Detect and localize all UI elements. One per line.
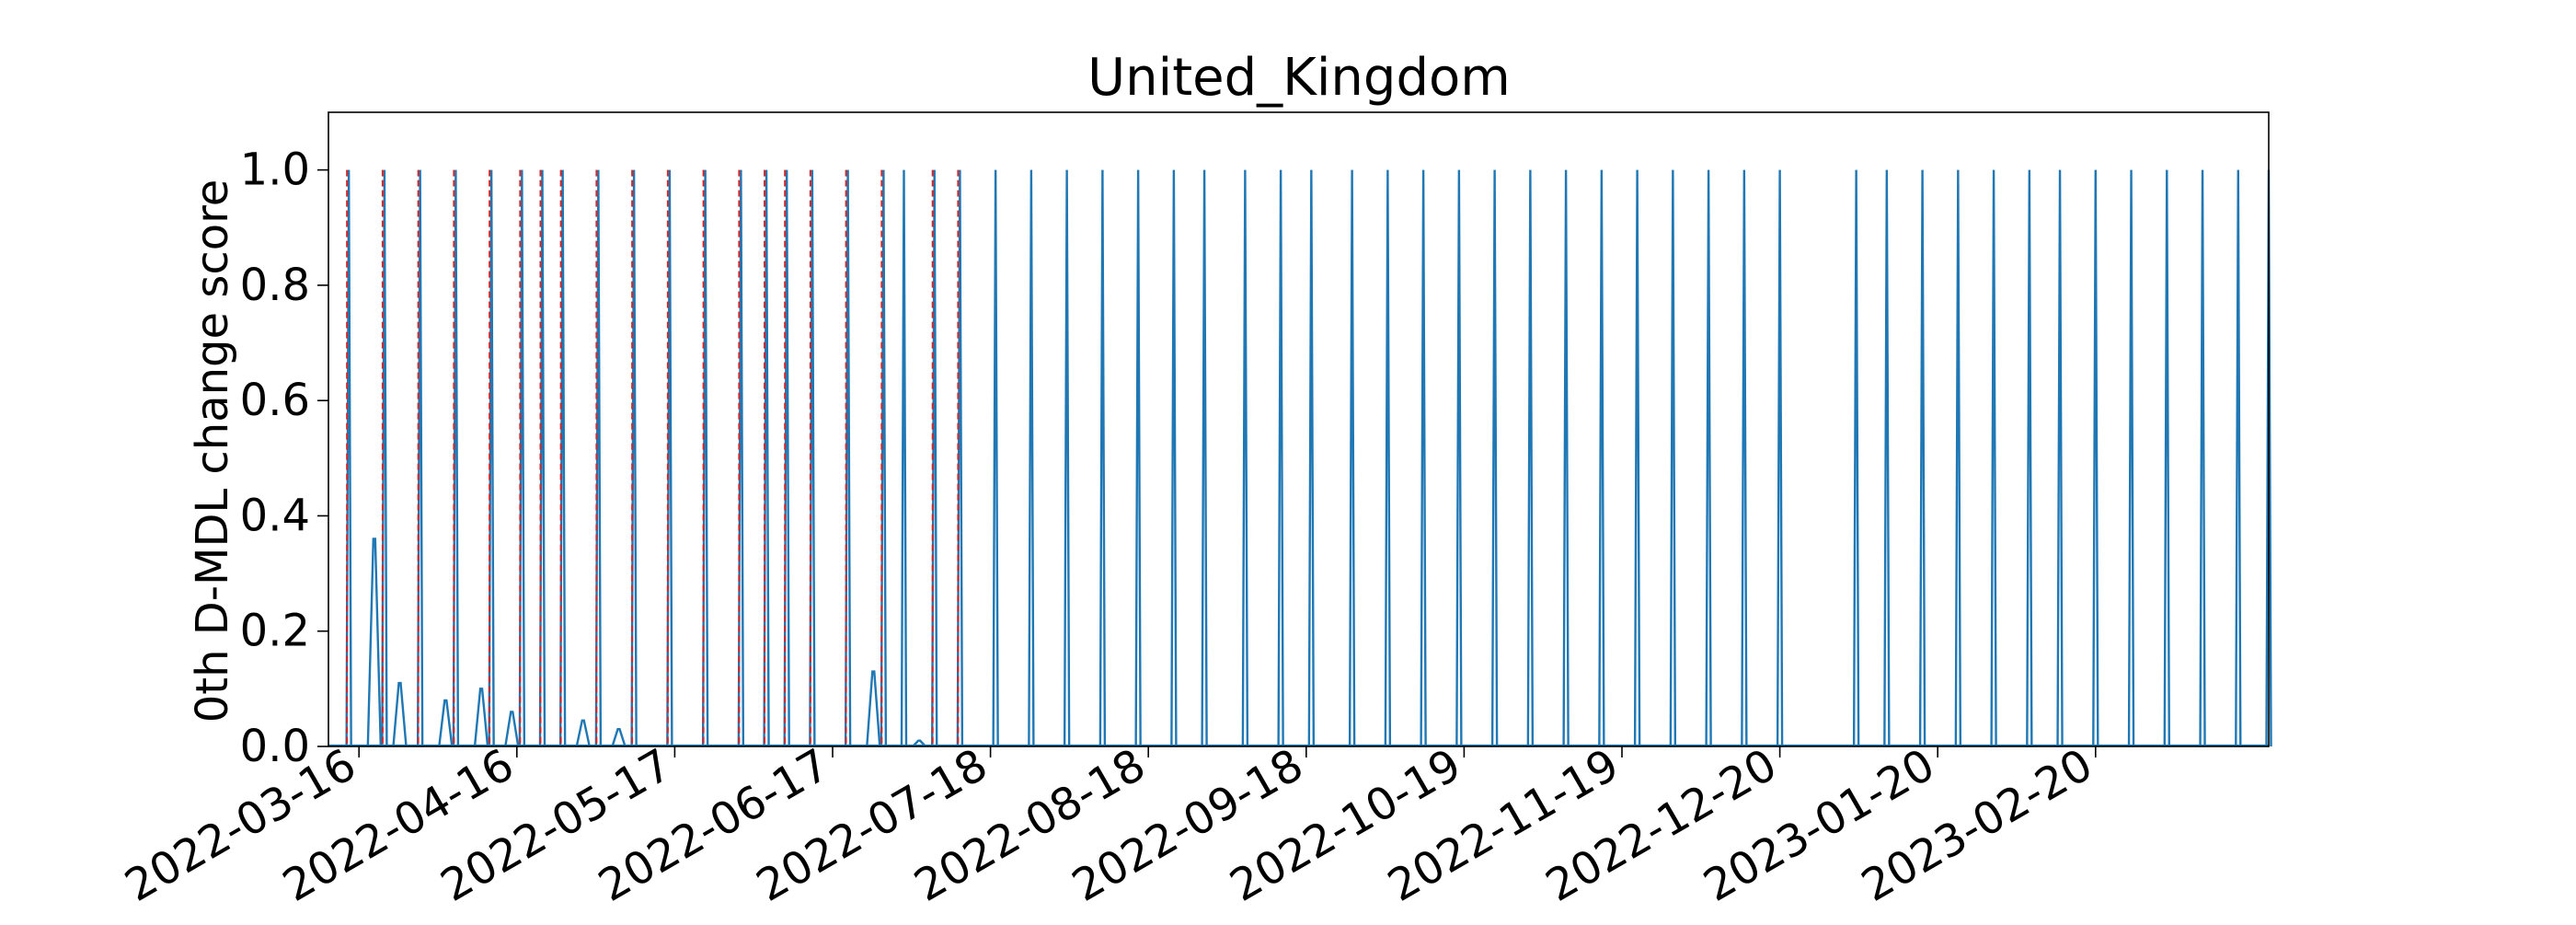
score-spike <box>666 169 673 747</box>
score-spike <box>2199 169 2206 747</box>
score-bump <box>366 538 383 747</box>
score-spike <box>1852 169 1860 747</box>
score-spike <box>1526 169 1535 747</box>
score-spike <box>701 169 709 747</box>
alarm-lines-layer <box>346 169 960 746</box>
spikes-layer <box>345 169 2272 747</box>
score-spike <box>1201 169 1208 747</box>
score-bump <box>611 728 627 747</box>
score-spike <box>518 169 526 747</box>
score-spike <box>2127 169 2135 747</box>
score-spike <box>345 169 352 747</box>
y-tick-label: 0.2 <box>240 606 310 657</box>
score-spike <box>1384 169 1392 747</box>
score-spike <box>880 169 888 747</box>
score-spike <box>900 169 908 747</box>
score-bump <box>392 681 408 747</box>
score-spike <box>2092 169 2099 747</box>
plot-frame <box>328 111 2270 747</box>
y-axis-ticks: 0.0 0.2 0.4 0.6 0.8 1.0 <box>240 145 328 772</box>
score-spike <box>2235 169 2242 747</box>
score-bump <box>866 670 881 747</box>
score-bump <box>438 699 454 747</box>
score-spike <box>1307 169 1316 747</box>
score-spike <box>1633 169 1641 747</box>
score-spike <box>1277 169 1284 747</box>
y-tick-label: 1.0 <box>240 145 310 196</box>
score-spike <box>1918 169 1926 747</box>
score-spike <box>1098 169 1107 747</box>
chart-title: United_Kingdom <box>1087 48 1511 108</box>
y-tick-label: 0.0 <box>240 721 310 772</box>
score-spike <box>1420 169 1427 747</box>
score-spike <box>1954 169 1962 747</box>
y-tick-label: 0.4 <box>240 490 310 541</box>
score-spike <box>1705 169 1712 747</box>
score-spike <box>809 169 816 747</box>
score-spike <box>1669 169 1677 747</box>
score-spike <box>1028 169 1035 747</box>
score-spike <box>488 169 495 747</box>
score-bump <box>473 688 489 747</box>
score-spike <box>1562 169 1570 747</box>
score-spike <box>594 169 603 747</box>
score-spike <box>416 169 424 747</box>
score-spike <box>1063 169 1071 747</box>
y-tick-label: 0.8 <box>240 260 310 311</box>
score-spike <box>1134 169 1142 747</box>
score-spike <box>2056 169 2064 747</box>
score-spike <box>558 169 567 747</box>
score-spike <box>381 169 388 747</box>
score-spike <box>844 169 852 747</box>
score-bump <box>575 719 591 747</box>
score-spike <box>1455 169 1463 747</box>
score-spike <box>992 169 999 747</box>
score-spike <box>630 169 638 747</box>
score-bump <box>504 711 520 747</box>
score-spike <box>1348 169 1356 747</box>
y-axis-label: 0th D-MDL change score <box>187 179 238 723</box>
score-spike <box>538 169 546 747</box>
score-spike <box>763 169 770 747</box>
score-bump <box>912 739 926 747</box>
x-axis-ticks: 2022-03-162022-04-162022-05-172022-06-17… <box>117 739 2101 912</box>
score-spike <box>1990 169 1997 747</box>
score-spike <box>783 169 790 747</box>
score-spike <box>737 169 745 747</box>
score-spike <box>2026 169 2033 747</box>
y-tick-label: 0.6 <box>240 375 310 426</box>
score-spike <box>931 169 938 747</box>
score-spike <box>956 169 964 747</box>
score-spike <box>1883 169 1891 747</box>
score-spike <box>452 169 460 747</box>
score-spike <box>1776 169 1784 747</box>
score-spike <box>1598 169 1605 747</box>
score-spike <box>1241 169 1249 747</box>
score-spike <box>1490 169 1499 747</box>
score-spike <box>1170 169 1178 747</box>
score-spike <box>1741 169 1748 747</box>
score-spike <box>2163 169 2170 747</box>
